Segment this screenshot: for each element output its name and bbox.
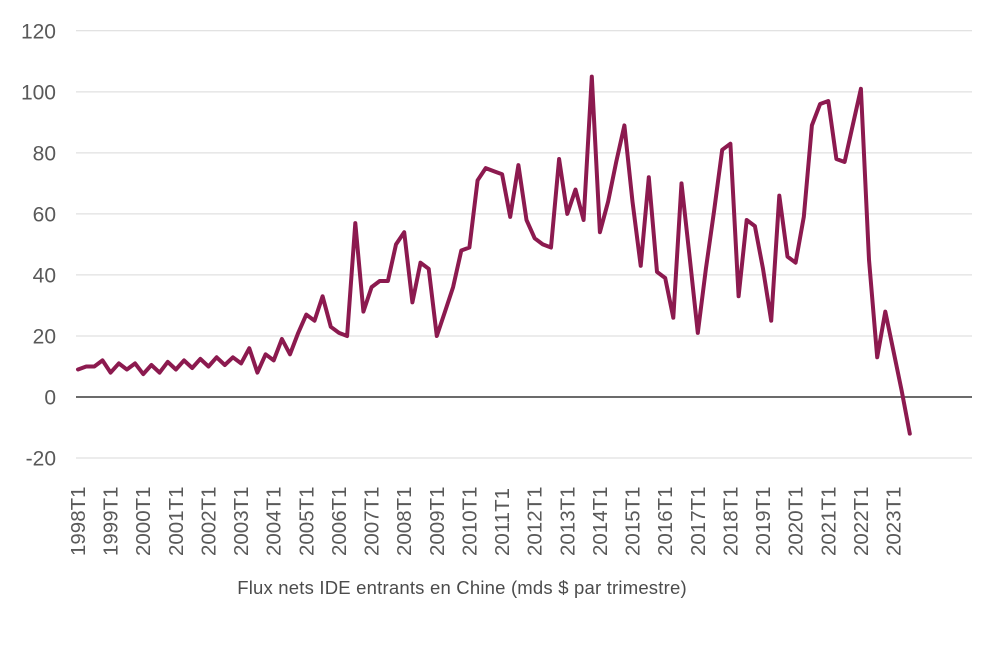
x-axis-tick-label: 2015T1 — [622, 486, 645, 556]
fdi-series-line — [76, 74, 912, 436]
y-axis-tick-label: 60 — [33, 203, 56, 226]
x-axis-tick-label: 2001T1 — [165, 486, 188, 556]
x-axis-tick-label: 2007T1 — [361, 486, 384, 556]
x-axis-tick-label: 2019T1 — [752, 486, 775, 556]
y-axis-tick-label: 0 — [44, 387, 56, 410]
y-axis-tick-label: -20 — [26, 448, 56, 471]
x-axis-tick-label: 2023T1 — [883, 486, 906, 556]
x-axis-tick-label: 2009T1 — [426, 486, 449, 556]
x-axis-tick-label: 2005T1 — [295, 486, 318, 556]
y-axis-tick-label: 100 — [21, 81, 56, 104]
x-axis-tick-label: 2010T1 — [458, 486, 481, 556]
x-axis-tick-label: 2008T1 — [393, 486, 416, 556]
x-axis-tick-label: 2012T1 — [524, 486, 547, 556]
y-axis-tick-label: 80 — [33, 142, 56, 165]
x-axis-tick-label: 2021T1 — [817, 486, 840, 556]
x-axis-tick-label: 2017T1 — [687, 486, 710, 556]
y-axis-tick-label: 120 — [21, 20, 56, 43]
chart-caption: Flux nets IDE entrants en Chine (mds $ p… — [237, 577, 687, 598]
x-axis-tick-label: 2003T1 — [230, 486, 253, 556]
x-axis-tick-label: 2013T1 — [556, 486, 579, 556]
x-axis-tick-label: 2020T1 — [785, 486, 808, 556]
x-axis-tick-label: 2000T1 — [132, 486, 155, 556]
x-axis-tick-label: 2006T1 — [328, 486, 351, 556]
x-axis-tick-label: 1999T1 — [100, 486, 123, 556]
x-axis-tick-label: 2018T1 — [719, 486, 742, 556]
x-axis-tick-label: 2022T1 — [850, 486, 873, 556]
x-axis-tick-label: 2011T1 — [491, 488, 514, 556]
x-axis-tick-label: 2014T1 — [589, 486, 612, 556]
x-axis-tick-label: 2002T1 — [197, 486, 220, 556]
y-axis-tick-label: 20 — [33, 325, 56, 348]
x-axis-tick-label: 2004T1 — [263, 486, 286, 556]
x-axis-tick-label: 2016T1 — [654, 486, 677, 556]
y-axis-tick-label: 40 — [33, 264, 56, 287]
x-axis-tick-label: 1998T1 — [67, 486, 90, 556]
chart-plot-area: 120 100 80 60 40 20 0 -20 1998T1 1999T1 2000T1 2001… — [21, 20, 972, 556]
